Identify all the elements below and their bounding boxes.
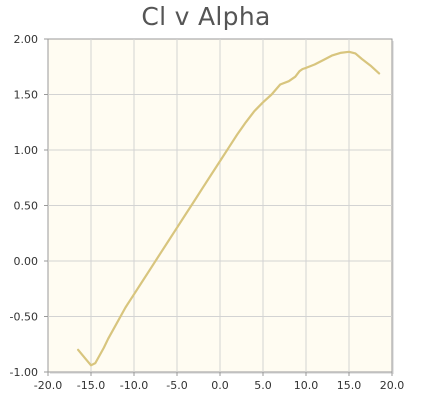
series-line-0: [76, 50, 381, 367]
x-tick-label: -15.0: [77, 379, 105, 392]
y-tick-label: -0.50: [10, 311, 38, 324]
x-tick-label: -10.0: [120, 379, 148, 392]
y-tick-label: 0.00: [14, 255, 39, 268]
x-tick-label: 0.0: [211, 379, 229, 392]
y-tick-label: 1.00: [14, 144, 39, 157]
x-tick-label: 15.0: [337, 379, 362, 392]
x-tick-label: 5.0: [254, 379, 272, 392]
x-tick-label: 20.0: [380, 379, 405, 392]
y-tick-label: 2.00: [14, 33, 39, 46]
x-tick-label: 10.0: [294, 379, 319, 392]
chart-title: Cl v Alpha: [141, 2, 271, 31]
x-tick-label: -20.0: [34, 379, 62, 392]
y-tick-label: -1.00: [10, 366, 38, 379]
y-tick-label: 0.50: [14, 200, 39, 213]
x-tick-label: -5.0: [166, 379, 187, 392]
y-tick-label: 1.50: [14, 89, 39, 102]
